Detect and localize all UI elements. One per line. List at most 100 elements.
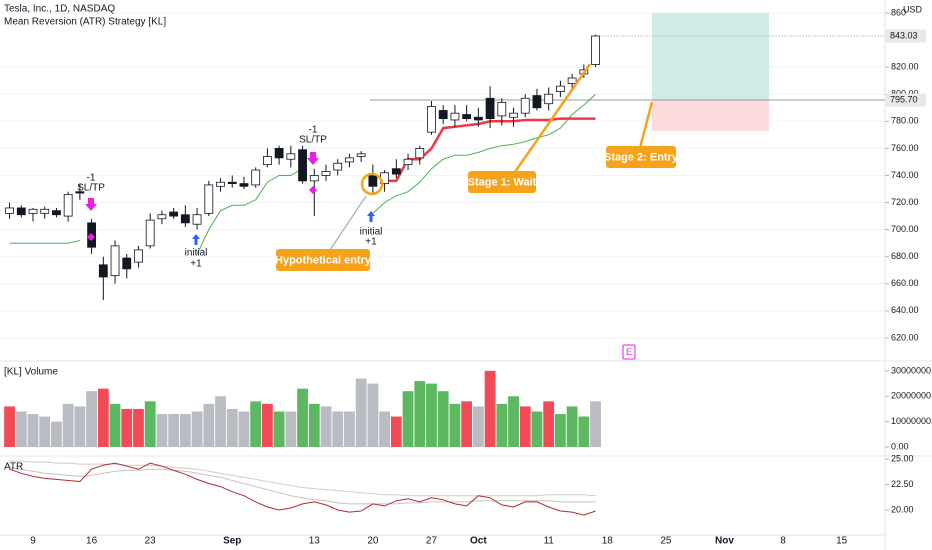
candle-body bbox=[157, 214, 167, 220]
candle-body bbox=[63, 194, 73, 217]
volume-bar bbox=[578, 416, 590, 447]
y-tick-label: 660.00 bbox=[891, 278, 919, 288]
entry-arrow bbox=[367, 211, 375, 222]
callout-line bbox=[638, 101, 654, 149]
volume-bar bbox=[367, 383, 379, 447]
volume-bar bbox=[519, 406, 531, 447]
candle-body bbox=[368, 175, 378, 187]
candle-body bbox=[438, 110, 448, 120]
x-tick-label: 13 bbox=[309, 536, 321, 547]
candle-body bbox=[298, 149, 307, 182]
volume-bar bbox=[74, 406, 86, 447]
volume-bar bbox=[555, 414, 566, 447]
volume-title: [KL] Volume bbox=[4, 367, 58, 378]
candle-body bbox=[251, 169, 261, 186]
callout-box bbox=[468, 171, 536, 193]
annotation: initial bbox=[185, 248, 208, 259]
y-tick-label: 620.00 bbox=[891, 332, 919, 342]
annotation: -1 bbox=[309, 125, 318, 136]
y-tick-label: 720.00 bbox=[891, 197, 919, 207]
annotation: SL/TP bbox=[299, 135, 327, 146]
candle-body bbox=[509, 112, 518, 118]
volume-bar bbox=[543, 401, 555, 447]
y-tick-label: 0.00 bbox=[891, 441, 909, 451]
y-tick-label: 25.00 bbox=[891, 453, 914, 463]
candle-body bbox=[75, 191, 85, 194]
annotations: -1 SL/TP initial +1 -1 SL/TP initial +1 bbox=[77, 125, 382, 270]
diamond-marker bbox=[309, 186, 317, 194]
atr-title: ATR bbox=[4, 462, 23, 473]
entry-arrow bbox=[192, 234, 200, 245]
callout-box bbox=[276, 249, 370, 271]
volume-bar bbox=[109, 403, 121, 447]
x-tick-label: 11 bbox=[543, 536, 554, 547]
volume-bar bbox=[344, 411, 355, 447]
candle-body bbox=[239, 183, 249, 187]
y-tick-label: 740.00 bbox=[891, 170, 919, 180]
candle-body bbox=[345, 157, 354, 163]
volume-bar bbox=[508, 396, 519, 447]
candle-body bbox=[415, 147, 425, 159]
take-profit-zone bbox=[652, 12, 769, 101]
candle-body bbox=[52, 210, 61, 216]
candle-body bbox=[497, 101, 507, 117]
callout-text: Stage 1: Wait bbox=[468, 176, 537, 188]
y-tick-label: 680.00 bbox=[891, 251, 919, 261]
y-tick-label: 760.00 bbox=[891, 143, 919, 153]
candle-body bbox=[169, 211, 179, 217]
volume-bar bbox=[144, 401, 156, 447]
annotation: +1 bbox=[190, 259, 202, 270]
x-tick-label: 18 bbox=[602, 536, 614, 547]
y-tick-label: 22.50 bbox=[891, 479, 914, 489]
y-tick-label: 780.00 bbox=[891, 116, 919, 126]
x-tick-label: 25 bbox=[660, 536, 672, 547]
volume-bar bbox=[531, 411, 543, 447]
annotation: initial bbox=[360, 227, 383, 238]
candle-body bbox=[556, 85, 565, 92]
volume-bar bbox=[273, 411, 285, 447]
volume-bar bbox=[215, 396, 226, 447]
volume-bar bbox=[51, 421, 62, 447]
y-tick-label: 860 bbox=[891, 7, 906, 17]
y-tick-label: 30000000.00 bbox=[891, 365, 932, 375]
volume-bar bbox=[449, 403, 461, 447]
candle-body bbox=[567, 77, 577, 84]
y-tick-label: 700.00 bbox=[891, 224, 919, 234]
volume-bar bbox=[390, 416, 402, 447]
candle-body bbox=[40, 208, 50, 214]
volume-bar bbox=[414, 381, 426, 447]
volume-bar bbox=[238, 411, 250, 447]
atr-line bbox=[9, 462, 596, 516]
volume-bar bbox=[426, 383, 437, 447]
candle-body bbox=[134, 249, 143, 263]
earnings-label: E bbox=[626, 347, 632, 357]
candle-body bbox=[544, 93, 554, 105]
candle-body bbox=[122, 257, 132, 270]
candle-body bbox=[403, 158, 413, 166]
exit-arrow bbox=[85, 198, 97, 211]
volume-bar bbox=[308, 403, 320, 447]
volume-bar bbox=[86, 391, 97, 447]
annotation: +1 bbox=[365, 237, 377, 248]
candle-body bbox=[309, 175, 319, 182]
stop-loss-zone bbox=[652, 100, 769, 131]
candle-body bbox=[532, 95, 542, 109]
volume-bar bbox=[179, 414, 191, 447]
candle-body bbox=[5, 207, 14, 214]
volume-bar bbox=[62, 403, 74, 447]
volume-bar bbox=[203, 403, 215, 447]
volume-bar bbox=[355, 378, 367, 447]
volume-bar bbox=[484, 370, 496, 447]
candle-body bbox=[110, 245, 120, 277]
candle-body bbox=[286, 153, 296, 160]
candle-body bbox=[98, 264, 108, 278]
last-price-badge bbox=[886, 29, 926, 43]
chart-title: Tesla, Inc., 1D, NASDAQ bbox=[4, 4, 115, 15]
strategy-title: Mean Reversion (ATR) Strategy [KL] bbox=[4, 17, 166, 28]
volume-bar bbox=[320, 406, 332, 447]
volume-bar bbox=[4, 406, 15, 447]
callout-line bbox=[513, 63, 592, 173]
volume-bar bbox=[262, 403, 273, 447]
candle-body bbox=[391, 168, 401, 175]
candle-body bbox=[192, 214, 202, 225]
